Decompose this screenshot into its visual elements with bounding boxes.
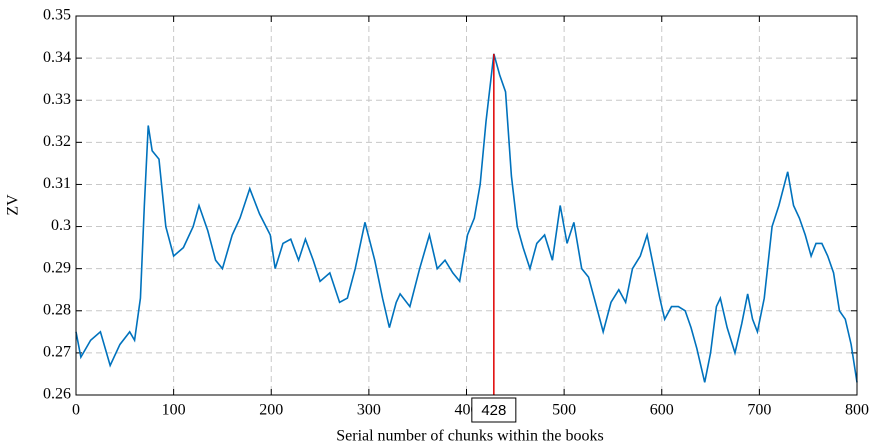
y-tick-label: 0.3 [51, 217, 71, 234]
y-tick-label: 0.32 [43, 133, 71, 150]
data-line [75, 53, 858, 383]
x-tick-label: 100 [162, 402, 186, 419]
x-tick-label: 200 [259, 402, 283, 419]
annotation-box [471, 397, 517, 423]
plot-frame [75, 15, 858, 396]
x-tick-label: 600 [650, 402, 674, 419]
annotation-label: 428 [481, 402, 506, 419]
x-tick-label: 500 [552, 402, 576, 419]
y-tick-label: 0.28 [43, 301, 71, 318]
y-tick-label: 0.34 [43, 49, 71, 66]
y-tick-label: 0.33 [43, 91, 71, 108]
x-tick-label: 300 [357, 402, 381, 419]
x-tick-label: 800 [845, 402, 869, 419]
y-tick-label: 0.26 [43, 386, 71, 403]
y-tick-label: 0.29 [43, 259, 71, 276]
x-axis-label: Serial number of chunks within the books [336, 428, 604, 445]
y-tick-label: 0.35 [43, 7, 71, 24]
x-tick-label: 700 [747, 402, 771, 419]
y-tick-label: 0.27 [43, 344, 71, 361]
y-tick-label: 0.31 [43, 175, 71, 192]
x-tick-label: 0 [72, 402, 80, 419]
y-axis-label: ZV [5, 194, 22, 216]
